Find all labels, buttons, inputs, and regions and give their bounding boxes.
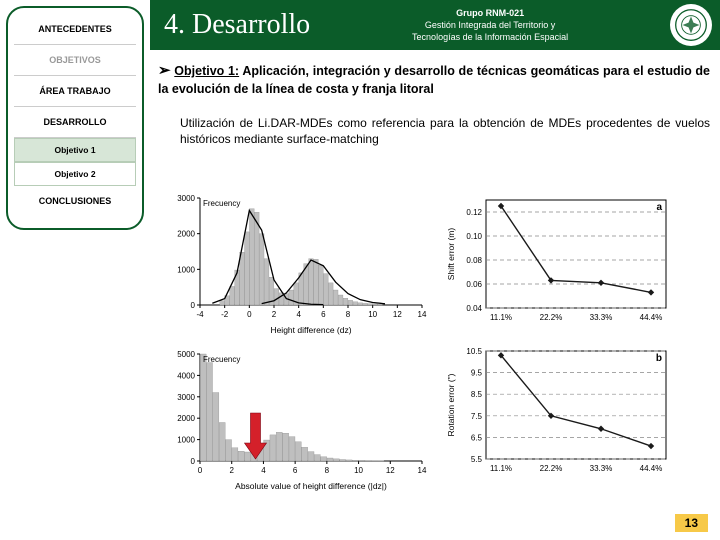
- svg-text:5.5: 5.5: [471, 455, 483, 464]
- objective-label: Objetivo 1:: [174, 64, 239, 78]
- objective-heading: ➢ Objetivo 1: Aplicación, integración y …: [158, 60, 710, 99]
- svg-text:1000: 1000: [177, 436, 195, 445]
- svg-text:8.5: 8.5: [471, 390, 483, 399]
- line-chart-b: 5.5 6.5 7.5 8.5 9.5 10.5 11.1% 22.2% 33.3% 44.4% R…: [442, 341, 680, 486]
- svg-text:11.1%: 11.1%: [490, 313, 512, 322]
- svg-text:0.08: 0.08: [466, 256, 482, 265]
- svg-text:Frecuency: Frecuency: [203, 355, 240, 364]
- svg-text:14: 14: [418, 310, 427, 319]
- svg-text:10: 10: [368, 310, 377, 319]
- svg-text:a: a: [656, 202, 662, 213]
- svg-text:7.5: 7.5: [471, 412, 483, 421]
- svg-text:14: 14: [418, 466, 427, 475]
- svg-text:0: 0: [247, 310, 252, 319]
- svg-text:10.5: 10.5: [466, 347, 482, 356]
- histogram-top: 0 1000 2000 3000 -4 -2 0 2 4 6 8 10 12 14 Frecuency Hei…: [158, 190, 428, 340]
- svg-text:33.3%: 33.3%: [590, 464, 613, 473]
- svg-text:0: 0: [191, 301, 196, 310]
- group-line3: Tecnologías de la Información Espacial: [310, 31, 670, 43]
- objective-text: Aplicación, integración y desarrollo de …: [158, 64, 710, 96]
- svg-text:8: 8: [346, 310, 351, 319]
- svg-text:5000: 5000: [177, 350, 195, 359]
- svg-text:b: b: [656, 353, 662, 364]
- svg-text:44.4%: 44.4%: [640, 464, 663, 473]
- svg-text:-4: -4: [196, 310, 204, 319]
- histogram-bottom: 0 1000 2000 3000 4000 5000 0 2 4 6 8 10 12 14 Frecuenc…: [158, 346, 428, 496]
- svg-text:44.4%: 44.4%: [640, 313, 663, 322]
- svg-text:0.12: 0.12: [466, 208, 482, 217]
- bullet-arrow-icon: ➢: [158, 62, 171, 79]
- slide-header: 4. Desarrollo Grupo RNM-021 Gestión Inte…: [150, 0, 720, 50]
- svg-text:11.1%: 11.1%: [490, 464, 512, 473]
- page-number: 13: [675, 514, 708, 532]
- slide-title: 4. Desarrollo: [164, 9, 310, 41]
- sidebar-item[interactable]: OBJETIVOS: [14, 45, 136, 76]
- svg-text:4: 4: [261, 466, 266, 475]
- svg-text:10: 10: [354, 466, 363, 475]
- svg-text:33.3%: 33.3%: [590, 313, 613, 322]
- sidebar-item[interactable]: ÁREA TRABAJO: [14, 76, 136, 107]
- svg-text:12: 12: [393, 310, 402, 319]
- group-line1: Grupo RNM-021: [310, 7, 670, 19]
- slide-content: ➢ Objetivo 1: Aplicación, integración y …: [158, 60, 710, 148]
- svg-text:2: 2: [272, 310, 277, 319]
- svg-text:-2: -2: [221, 310, 229, 319]
- utilization-text: Utilización de Li.DAR-MDEs como referenc…: [180, 115, 710, 149]
- sidebar-item[interactable]: CONCLUSIONES: [14, 186, 136, 216]
- svg-text:6.5: 6.5: [471, 433, 483, 442]
- svg-text:12: 12: [386, 466, 395, 475]
- svg-text:0: 0: [198, 466, 203, 475]
- svg-text:Absolute value of height diffe: Absolute value of height difference (|dz…: [235, 481, 387, 491]
- svg-text:9.5: 9.5: [471, 369, 483, 378]
- group-info: Grupo RNM-021 Gestión Integrada del Terr…: [310, 7, 670, 43]
- svg-text:6: 6: [293, 466, 298, 475]
- svg-text:2000: 2000: [177, 414, 195, 423]
- group-line2: Gestión Integrada del Territorio y: [310, 19, 670, 31]
- svg-text:2: 2: [229, 466, 234, 475]
- chart-area: 0100020003000-4-202468101214FrecuencyHei…: [158, 190, 680, 496]
- svg-text:3000: 3000: [177, 194, 195, 203]
- sidebar-item[interactable]: ANTECEDENTES: [14, 14, 136, 45]
- sidebar-item[interactable]: DESARROLLO: [14, 107, 136, 138]
- svg-text:0.04: 0.04: [466, 304, 482, 313]
- svg-text:0.10: 0.10: [466, 232, 482, 241]
- svg-text:22.2%: 22.2%: [540, 313, 563, 322]
- svg-text:Rotation error ("): Rotation error ("): [446, 373, 456, 436]
- svg-text:2000: 2000: [177, 230, 195, 239]
- svg-text:4000: 4000: [177, 371, 195, 380]
- svg-text:4: 4: [296, 310, 301, 319]
- line-chart-a: 0.04 0.06 0.08 0.10 0.12 11.1% 22.2% 33.3% 44.4%…: [442, 190, 680, 335]
- svg-text:22.2%: 22.2%: [540, 464, 563, 473]
- svg-text:3000: 3000: [177, 393, 195, 402]
- sidebar-nav: ANTECEDENTESOBJETIVOSÁREA TRABAJODESARRO…: [6, 6, 144, 230]
- svg-text:0.06: 0.06: [466, 280, 482, 289]
- svg-text:Shift error (m): Shift error (m): [446, 228, 456, 281]
- sidebar-subitem[interactable]: Objetivo 2: [14, 162, 136, 186]
- svg-text:Height difference (dz): Height difference (dz): [270, 325, 351, 335]
- svg-text:0: 0: [191, 457, 196, 466]
- sidebar-subitem[interactable]: Objetivo 1: [14, 138, 136, 162]
- university-logo: [670, 4, 712, 46]
- svg-text:Frecuency: Frecuency: [203, 199, 240, 208]
- svg-text:8: 8: [325, 466, 330, 475]
- svg-text:6: 6: [321, 310, 326, 319]
- svg-text:1000: 1000: [177, 265, 195, 274]
